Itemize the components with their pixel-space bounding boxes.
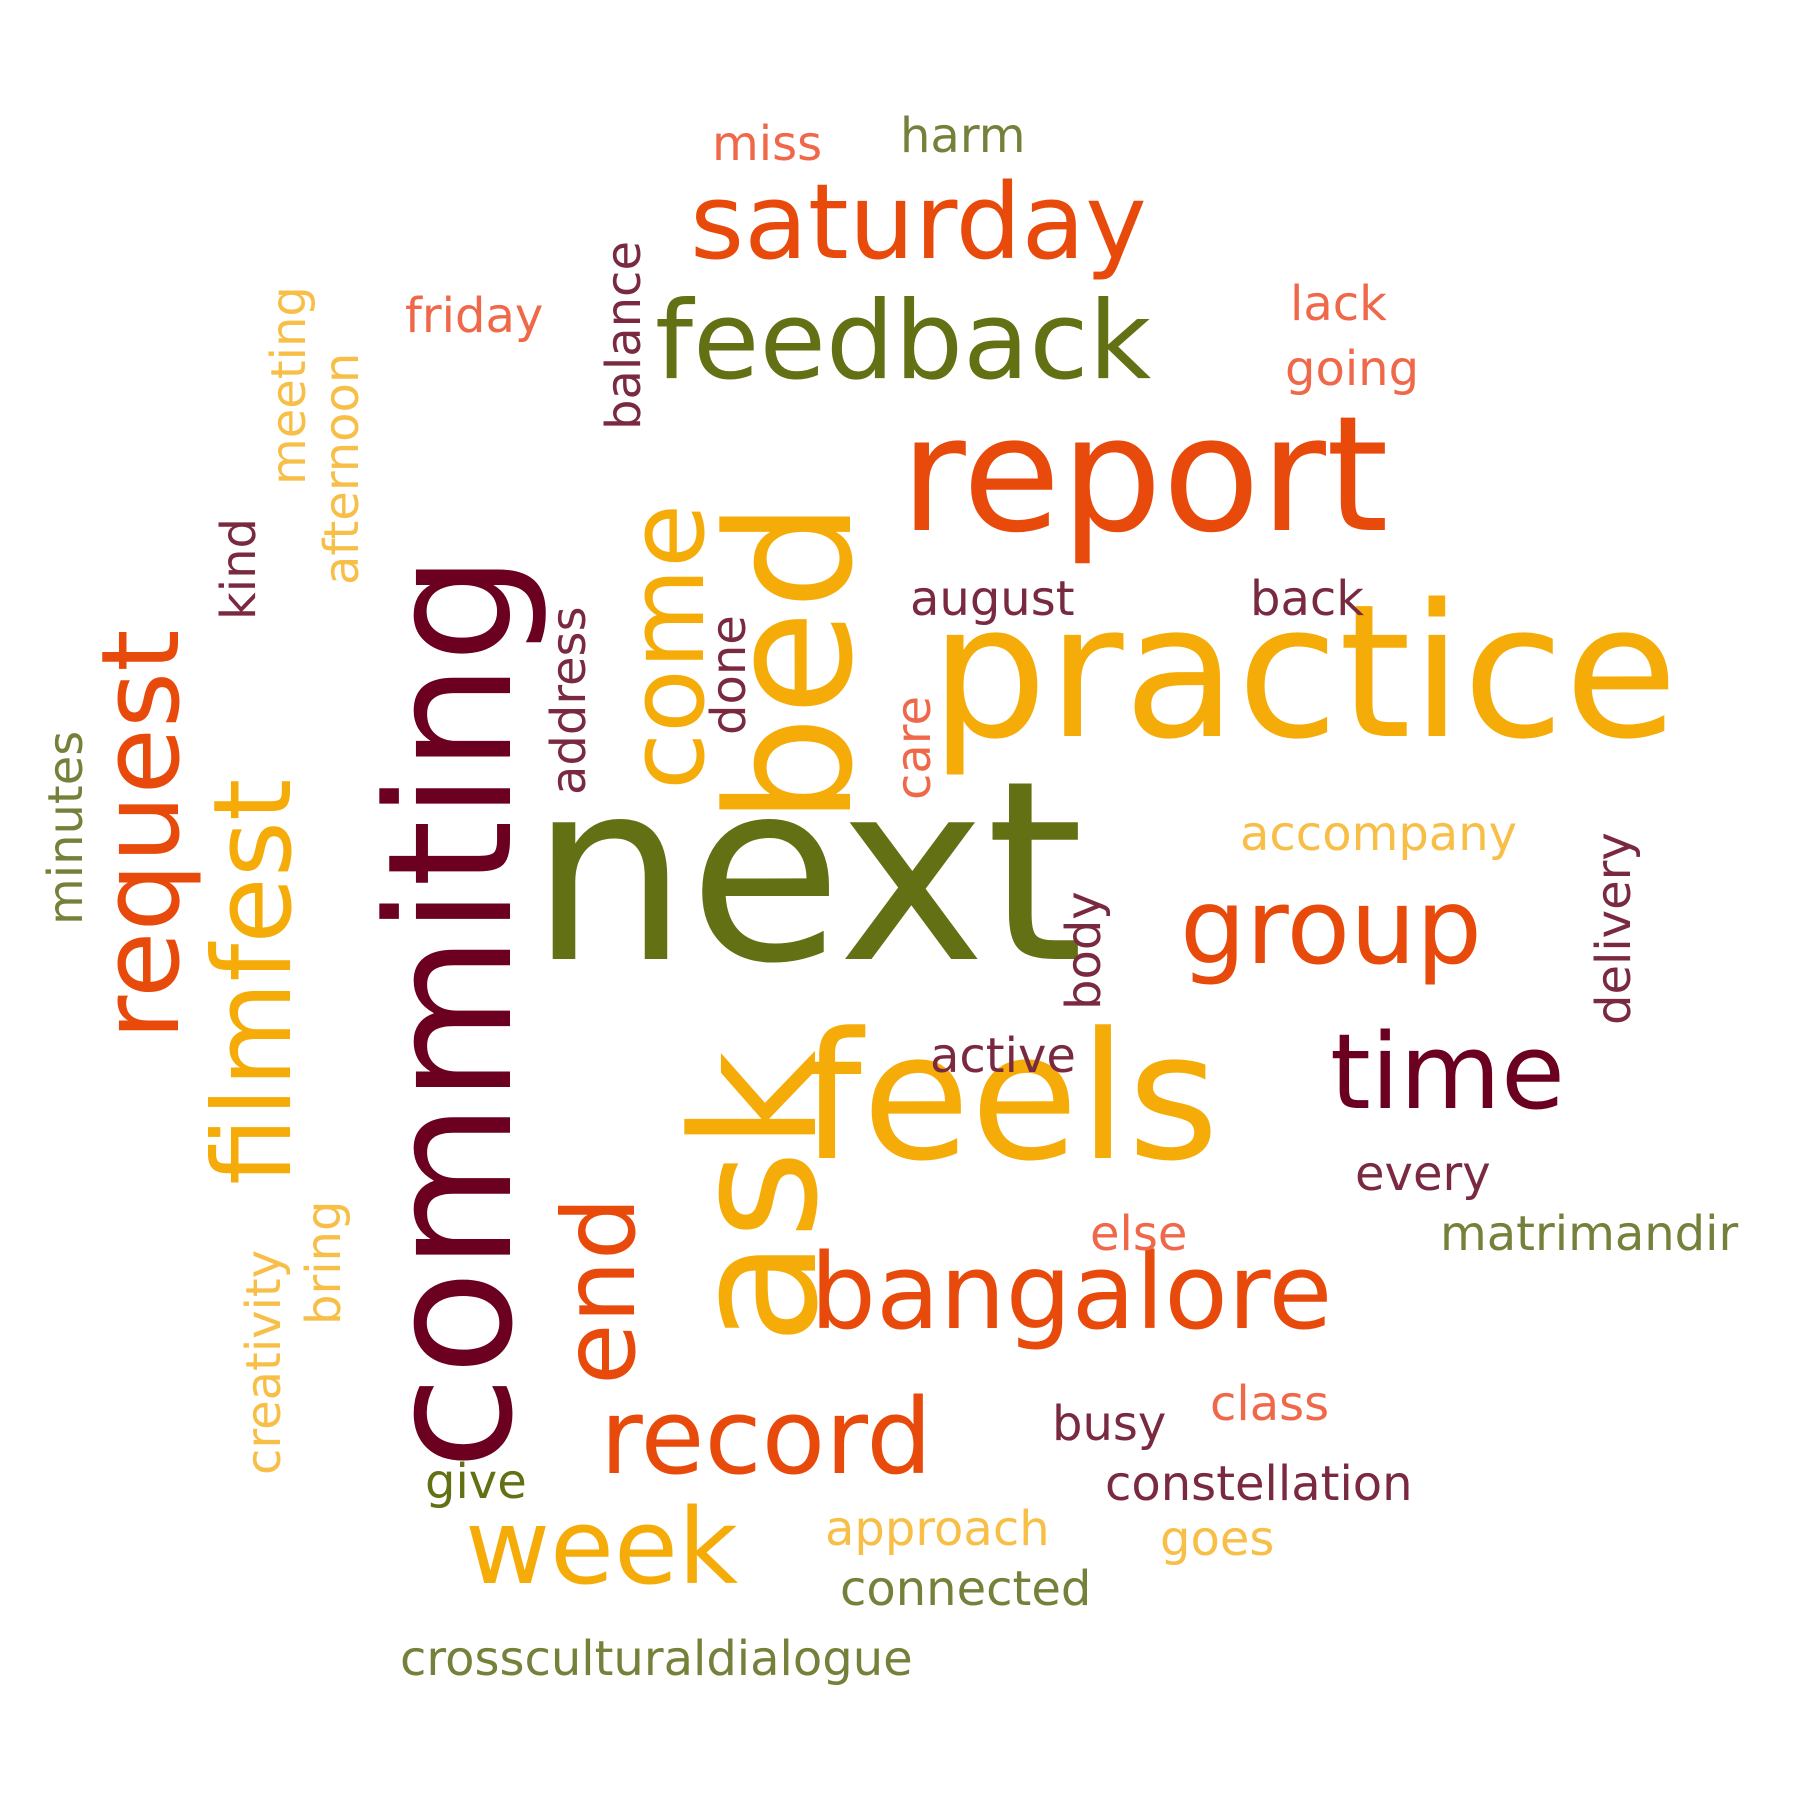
word-record: record	[600, 1376, 933, 1498]
word-going: going	[1285, 341, 1420, 397]
word-time: time	[1330, 1011, 1565, 1133]
word-saturday: saturday	[690, 161, 1147, 283]
word-bring: bring	[296, 1200, 352, 1325]
word-else: else	[1090, 1206, 1188, 1262]
word-next: next	[530, 727, 1084, 1018]
word-august: august	[910, 571, 1075, 627]
word-accompany: accompany	[1240, 806, 1518, 862]
word-care: care	[886, 695, 942, 800]
word-miss: miss	[712, 116, 823, 172]
word-practice: practice	[930, 564, 1679, 780]
word-harm: harm	[900, 108, 1026, 164]
word-creativity: creativity	[236, 1249, 292, 1475]
word-friday: friday	[405, 288, 544, 344]
word-commiting: commiting	[350, 553, 551, 1470]
word-class: class	[1210, 1376, 1330, 1432]
word-body: body	[1056, 891, 1112, 1010]
word-delivery: delivery	[1586, 832, 1642, 1025]
word-done: done	[701, 615, 757, 735]
word-back: back	[1250, 571, 1365, 627]
word-matrimandir: matrimandir	[1440, 1206, 1739, 1262]
word-kind: kind	[211, 517, 267, 620]
word-end: end	[541, 1196, 658, 1385]
word-feels: feels	[800, 995, 1220, 1200]
word-crossculturaldialogue: crossculturaldialogue	[400, 1631, 913, 1687]
word-busy: busy	[1052, 1396, 1167, 1452]
word-minutes: minutes	[38, 730, 94, 925]
word-week: week	[465, 1486, 739, 1608]
word-active: active	[930, 1028, 1076, 1084]
word-feedback: feedback	[655, 279, 1152, 404]
word-request: request	[79, 629, 204, 1040]
word-approach: approach	[825, 1501, 1050, 1557]
word-ask: ask	[655, 1050, 856, 1345]
word-give: give	[425, 1454, 527, 1510]
word-group: group	[1180, 866, 1483, 988]
word-every: every	[1355, 1146, 1491, 1202]
word-address: address	[541, 606, 597, 795]
word-report: report	[900, 381, 1389, 568]
word-filmfest: filmfest	[191, 778, 316, 1185]
word-lack: lack	[1290, 276, 1387, 332]
word-balance: balance	[596, 241, 652, 430]
word-connected: connected	[840, 1561, 1092, 1617]
word-constellation: constellation	[1105, 1456, 1413, 1512]
word-goes: goes	[1160, 1511, 1275, 1567]
word-meeting: meeting	[261, 286, 317, 485]
word-afternoon: afternoon	[314, 352, 370, 585]
word-bangalore: bangalore	[810, 1231, 1333, 1353]
